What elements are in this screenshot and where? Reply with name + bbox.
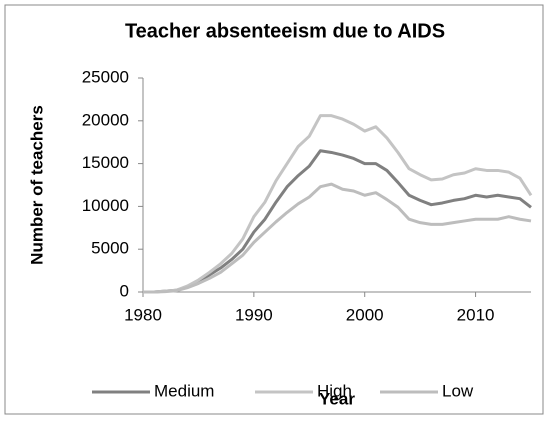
x-tick-label: 1990 (235, 305, 273, 324)
x-tick-label: 2010 (457, 305, 495, 324)
y-axis-title: Number of teachers (27, 105, 46, 265)
line-series (143, 114, 533, 294)
y-tick-label: 10000 (82, 196, 129, 215)
legend-label: Low (442, 381, 474, 400)
chart-title: Teacher absenteeism due to AIDS (125, 20, 445, 42)
x-axis-title: Year (319, 389, 355, 408)
y-tick-label: 5000 (91, 239, 129, 258)
y-tick-label: 25000 (82, 67, 129, 86)
line-series (143, 182, 532, 294)
legend-label: High (317, 381, 352, 400)
line-series (143, 149, 532, 294)
y-tick-label: 15000 (82, 153, 129, 172)
x-tick-label: 2000 (346, 305, 384, 324)
chart-border (4, 4, 544, 415)
y-tick-label: 20000 (82, 110, 129, 129)
legend-label: Medium (154, 381, 214, 400)
x-tick-label: 1980 (124, 305, 162, 324)
y-tick-label: 0 (120, 281, 129, 300)
